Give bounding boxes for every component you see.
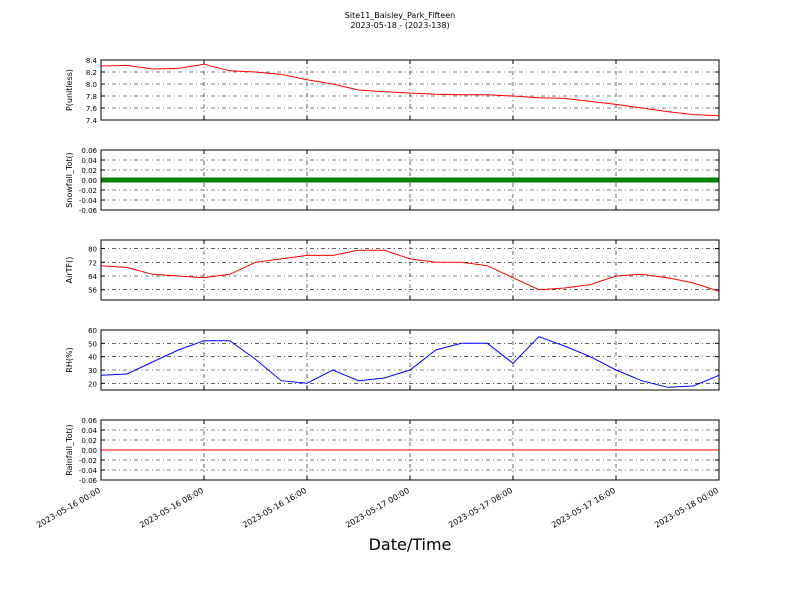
y-tick-label: 0.02 <box>81 167 97 175</box>
y-tick-label: 8.2 <box>86 69 97 77</box>
chart-subtitle: 2023-05-18 - (2023-138) <box>350 21 449 30</box>
y-tick-label: 8.4 <box>86 57 98 65</box>
y-axis-label: Snowfall_Tot() <box>65 152 74 208</box>
y-tick-label: 0.04 <box>81 427 97 435</box>
y-tick-label: 72 <box>88 259 97 267</box>
plot-frame <box>100 329 720 391</box>
y-tick-label: 0.06 <box>81 417 97 425</box>
x-tick-label: 2023-05-16 00:00 <box>35 486 102 530</box>
y-tick-label: -0.02 <box>79 457 97 465</box>
y-axis-label: RH(%) <box>65 347 74 372</box>
x-tick-label: 2023-05-16 08:00 <box>138 486 205 530</box>
y-tick-label: -0.02 <box>79 187 97 195</box>
x-tick-label: 2023-05-16 16:00 <box>241 486 308 530</box>
y-tick-label: 64 <box>88 273 97 281</box>
y-tick-label: 56 <box>88 287 97 295</box>
y-tick-label: 0.06 <box>81 147 97 155</box>
y-tick-label: 7.4 <box>86 117 98 125</box>
y-axis-label: AirTF() <box>65 257 74 284</box>
y-tick-label: 0.04 <box>81 157 97 165</box>
y-axis-label: P(unitless) <box>65 69 74 111</box>
chart-title: Site11_Baisley_Park_Fifteen <box>345 11 455 20</box>
y-tick-label: 0.00 <box>81 177 97 185</box>
data-line <box>100 249 720 292</box>
y-tick-label: -0.06 <box>79 477 98 485</box>
y-axis-label: Rainfall_Tot() <box>65 424 74 476</box>
y-tick-label: -0.06 <box>79 207 98 215</box>
y-tick-label: 7.8 <box>86 93 97 101</box>
y-tick-label: 30 <box>88 367 97 375</box>
x-tick-label: 2023-05-17 16:00 <box>550 486 617 530</box>
plot-frame <box>100 59 720 121</box>
y-tick-label: 0.00 <box>81 447 97 455</box>
y-tick-label: 60 <box>88 327 97 335</box>
y-tick-label: -0.04 <box>79 197 98 205</box>
data-line <box>100 63 720 117</box>
data-line <box>100 336 720 388</box>
y-tick-label: 50 <box>88 340 97 348</box>
y-tick-label: -0.04 <box>79 467 98 475</box>
y-tick-label: 40 <box>88 354 97 362</box>
y-tick-label: 8.0 <box>86 81 97 89</box>
y-tick-label: 7.6 <box>86 105 98 113</box>
x-tick-label: 2023-05-17 08:00 <box>447 486 514 530</box>
plot-frame <box>100 419 720 481</box>
y-tick-label: 80 <box>88 246 97 254</box>
x-tick-label: 2023-05-18 00:00 <box>653 486 720 530</box>
plot-frame <box>100 149 720 211</box>
y-tick-label: 0.02 <box>81 437 97 445</box>
x-tick-label: 2023-05-17 00:00 <box>344 486 411 530</box>
y-tick-label: 20 <box>88 380 97 388</box>
plot-frame <box>100 239 720 301</box>
x-axis-label: Date/Time <box>369 535 452 554</box>
